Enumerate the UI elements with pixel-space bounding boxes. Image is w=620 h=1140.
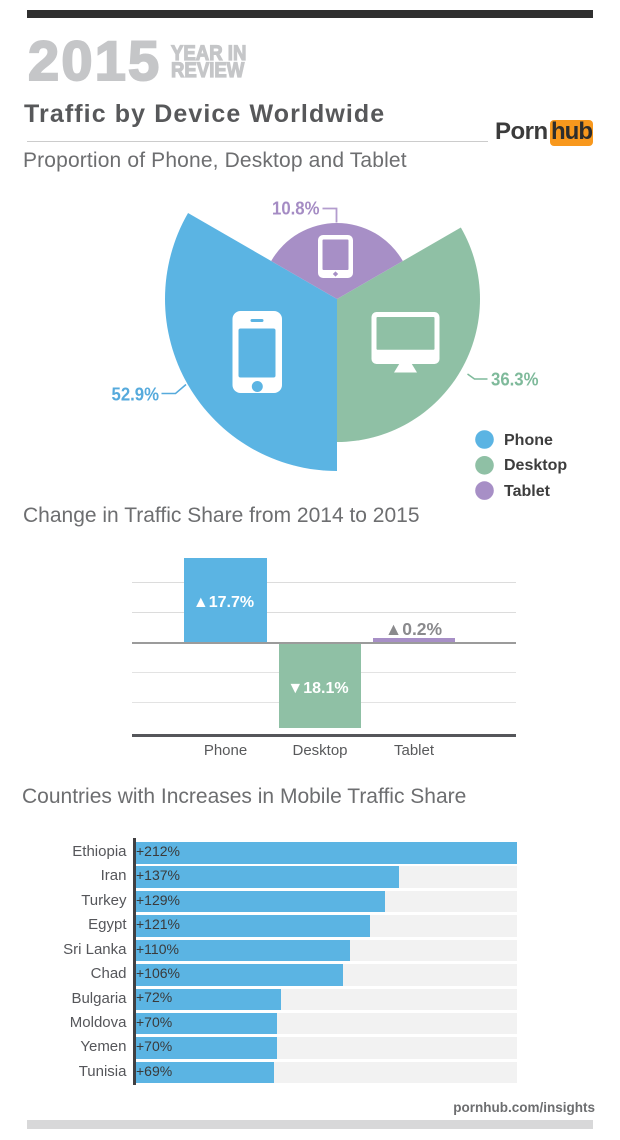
svg-text:Desktop: Desktop <box>504 457 567 474</box>
svg-text:Tablet: Tablet <box>504 483 551 500</box>
svg-text:36.3%: 36.3% <box>491 370 539 390</box>
svg-text:10.8%: 10.8% <box>272 199 320 219</box>
svg-text:Phone: Phone <box>504 432 553 449</box>
svg-text:52.9%: 52.9% <box>112 385 160 405</box>
